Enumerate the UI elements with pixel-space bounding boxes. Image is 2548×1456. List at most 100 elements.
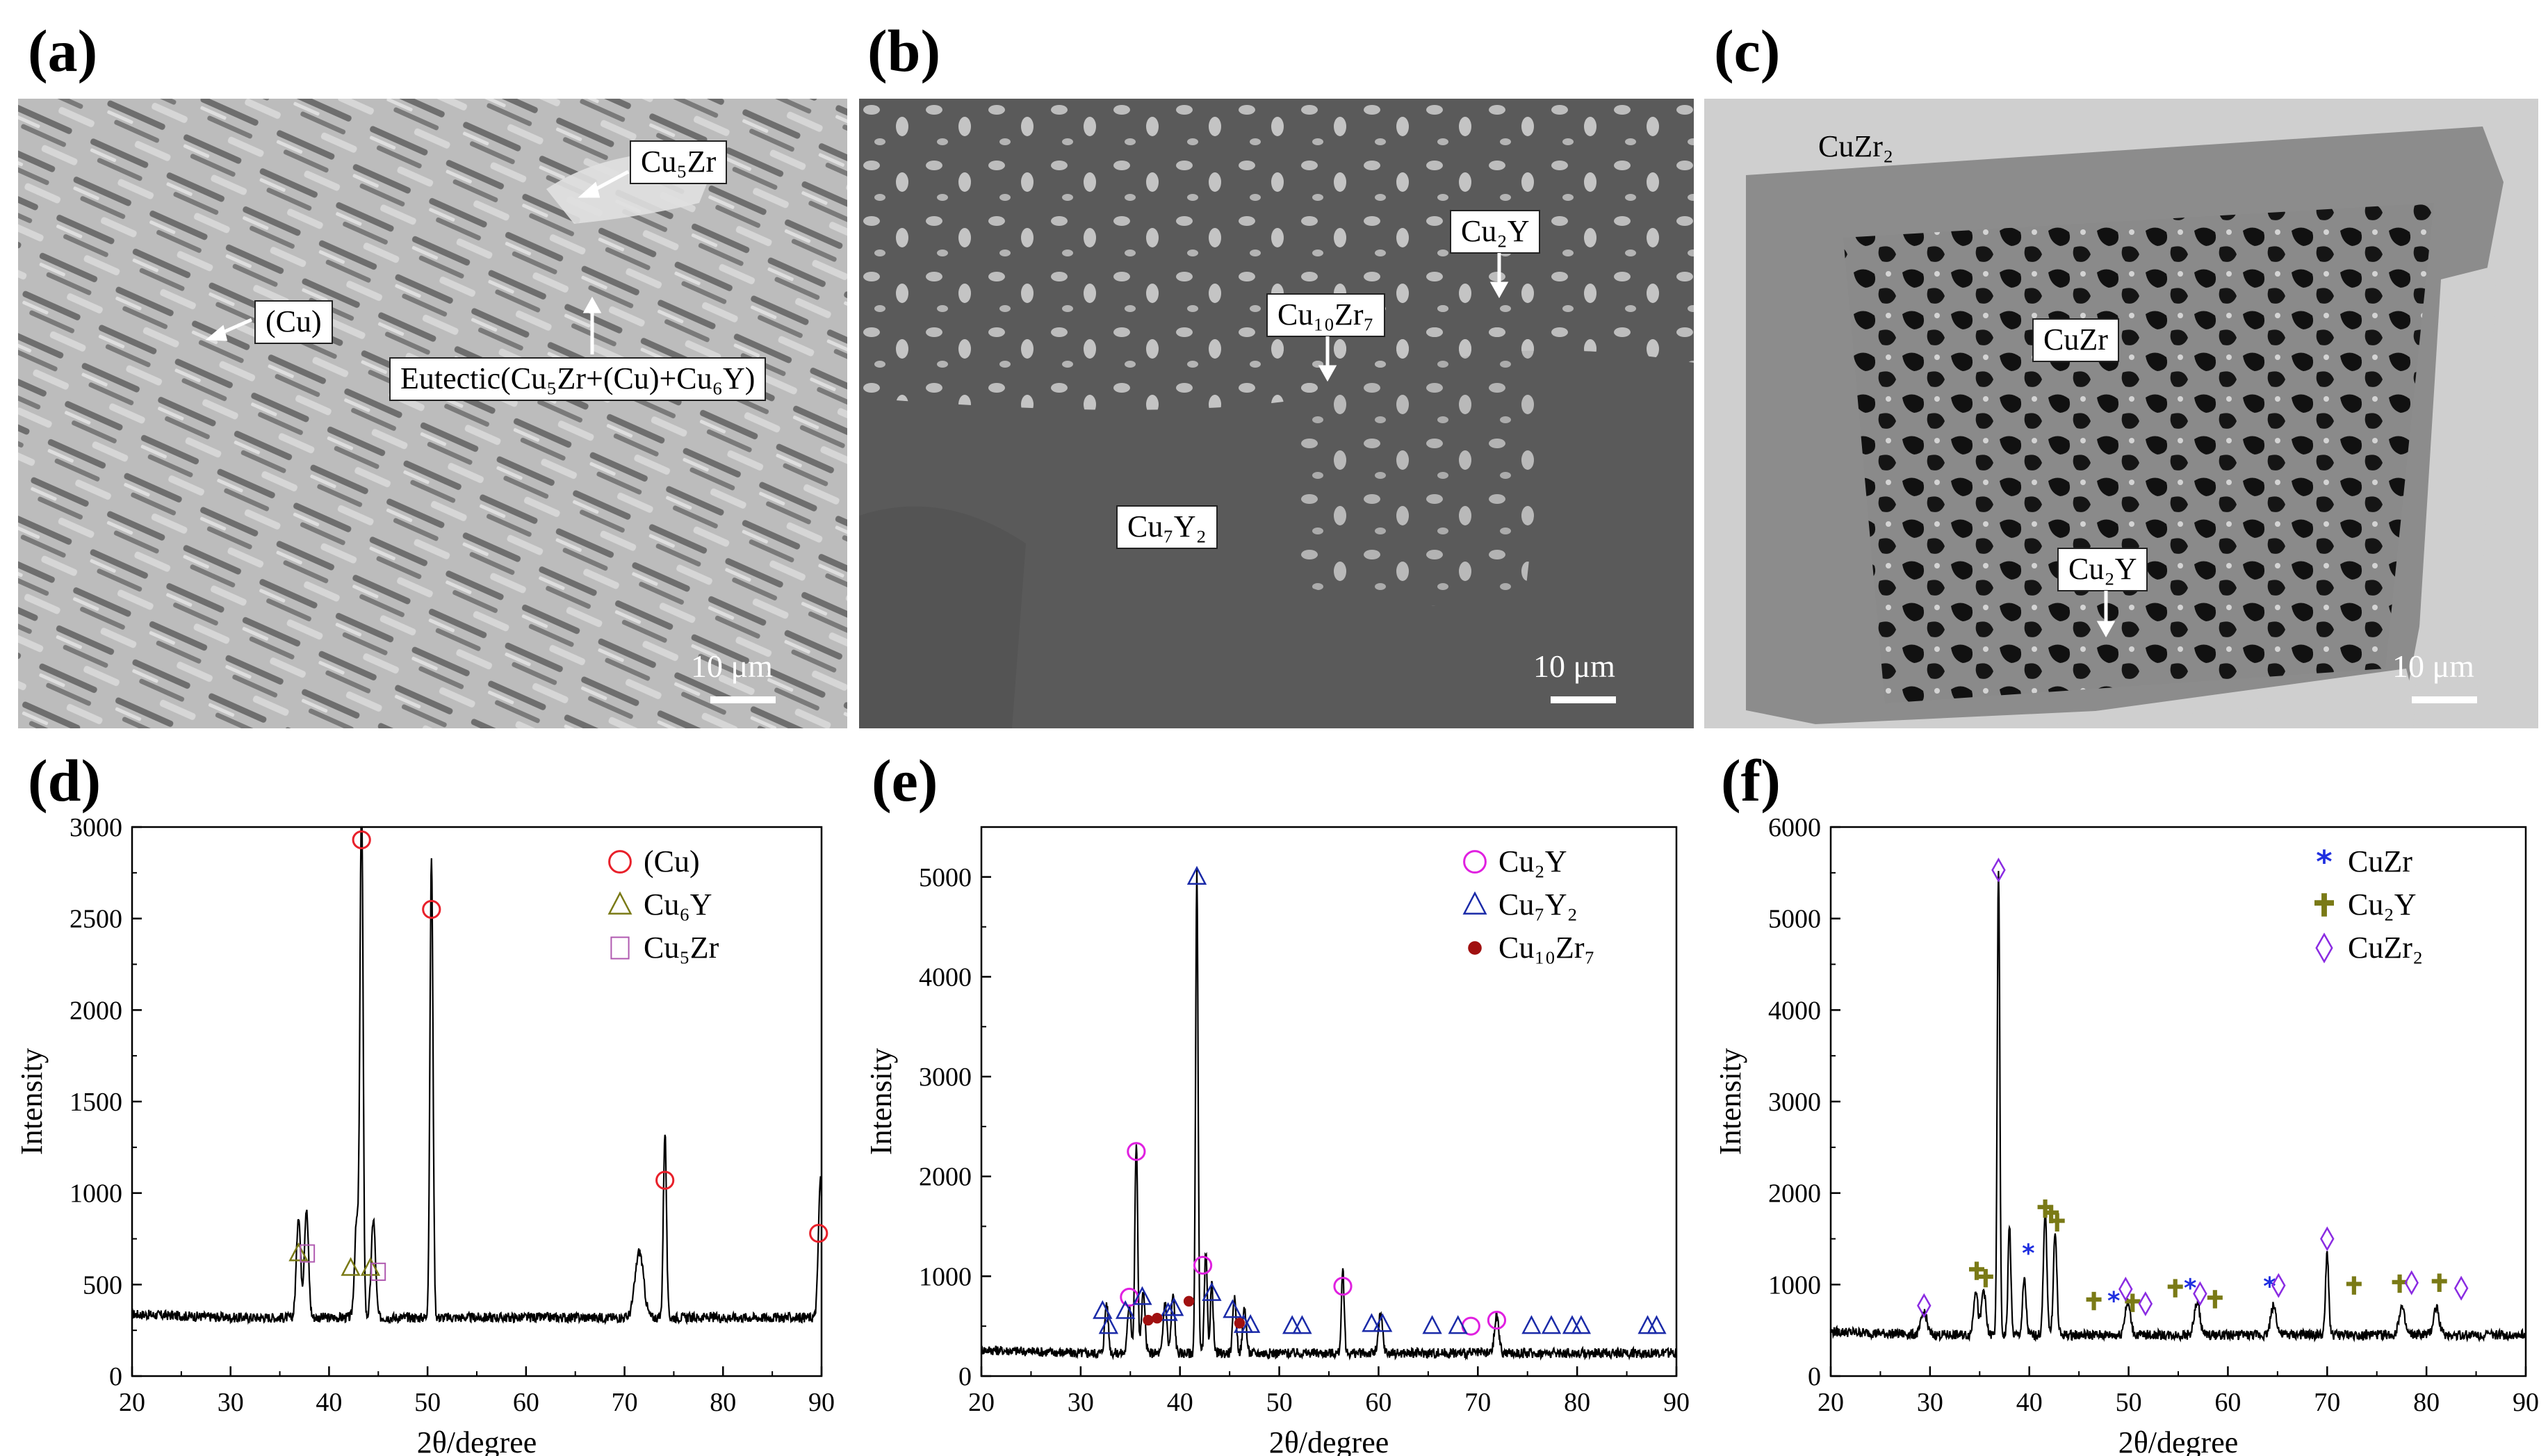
panel-label-e: (e) [872,747,938,814]
scale-bar-c [2412,696,2477,703]
peak-marker-diamond [2404,1270,2419,1295]
x-tick-label: 90 [1663,1388,1690,1417]
x-axis-label: 2θ/degree [417,1425,537,1456]
x-tick-label: 80 [2413,1388,2440,1417]
peak-marker-triangle [1362,1313,1382,1332]
y-tick-label: 1000 [70,1179,122,1209]
peak-marker-circle [422,899,441,919]
legend-marker-cross [2314,893,2334,917]
micrograph-b: Cu₂Y Cu₁₀Zr₇ Cu₇Y₂ 10 μm [859,99,1694,728]
peak-marker-cross [2049,1213,2065,1232]
x-tick-label: 50 [2116,1388,2142,1417]
x-tick-label: 90 [2513,1388,2539,1417]
peak-marker-triangle [341,1257,361,1276]
peak-marker-triangle [1093,1300,1113,1319]
peak-marker-circle [352,830,371,850]
y-tick-label: 5000 [1768,905,1821,934]
plot-frame [1829,826,2527,1377]
xrd-pattern-line [980,869,1678,1361]
y-tick-label: 5000 [919,863,972,892]
label-cu2y-c: Cu₂Y [2057,548,2148,591]
peak-marker-star: * [2263,1273,2276,1301]
peak-marker-circle [1487,1310,1507,1330]
legend-label: CuZr [2348,844,2412,878]
y-tick-label: 4000 [919,963,972,992]
x-tick-label: 60 [1365,1388,1391,1417]
xrd-chart-e: 20 30 40 50 60 70 80 90 0 1000 2000 3000 4000 5000 2θ/… [849,799,1699,1456]
peak-marker-cross [2207,1290,2223,1309]
y-tick-label: 4000 [1768,996,1821,1025]
y-tick-label: 0 [1808,1362,1821,1391]
peak-marker-diamond [1917,1293,1932,1318]
peak-marker-diamond [2138,1291,2153,1316]
xrd-chart-d-svg: 20 30 40 50 60 70 80 90 0 500 1000 1500 2000 2500 3000… [15,813,835,1456]
peak-marker-circle [1127,1142,1146,1161]
x-tick-label: 80 [710,1388,736,1417]
x-tick-label: 40 [1167,1388,1193,1417]
xrd-chart-f-svg: 20 30 40 50 60 70 80 90 0 1000 2000 3000 4000 5000 600… [1713,813,2539,1456]
peak-marker-triangle [1223,1299,1243,1318]
peak-marker-triangle [1240,1314,1261,1333]
label-cu5zr: Cu₅Zr [630,140,728,184]
peak-marker-square [370,1262,386,1281]
peak-marker-triangle [1132,1286,1152,1305]
peak-marker-triangle [1541,1315,1562,1334]
peak-marker-cross [2086,1291,2102,1311]
peak-marker-triangle [1571,1315,1592,1334]
x-tick-label: 70 [1464,1388,1491,1417]
y-tick-label: 3000 [70,813,122,842]
peak-marker-triangle [1202,1282,1222,1301]
peak-marker-diamond [2271,1273,2286,1298]
scale-label-c: 10 μm [2392,648,2474,684]
peak-marker-cross [2392,1274,2408,1293]
peak-marker-dot [1183,1295,1195,1307]
y-tick-label: 3000 [919,1063,972,1092]
peak-marker-triangle [1448,1315,1468,1334]
x-tick-label: 50 [1266,1388,1293,1417]
peak-marker-diamond [2193,1281,2207,1307]
legend-label: Cu₅Zr [644,931,719,965]
peak-marker-circle [1333,1277,1353,1296]
legend-label: Cu₂Y [2348,887,2416,922]
peak-marker-triangle [1115,1300,1136,1319]
legend-marker-star: * [2316,843,2332,880]
peak-marker-triangle [1098,1315,1119,1334]
peak-marker-star: * [2107,1287,2120,1316]
x-tick-label: 20 [119,1388,145,1417]
micrograph-a: Cu₅Zr (Cu) Eutectic(Cu₅Zr+(Cu)+Cu₆Y) 10 … [18,99,847,728]
x-tick-label: 30 [1917,1388,1943,1417]
scale-bar-b [1551,696,1616,703]
peak-marker-triangle [1647,1315,1667,1334]
y-tick-label: 500 [83,1270,122,1300]
x-tick-label: 90 [808,1388,835,1417]
y-axis-label: Intensity [15,1048,49,1155]
peak-marker-triangle [1292,1315,1312,1334]
x-axis-label: 2θ/degree [2118,1425,2239,1456]
y-axis-label: Intensity [1713,1048,1747,1155]
peak-marker-cross [2167,1279,2183,1298]
y-axis-label: Intensity [864,1048,898,1155]
y-tick-label: 1500 [70,1088,122,1117]
peak-marker-cross [1969,1261,1984,1280]
x-tick-label: 70 [612,1388,638,1417]
y-tick-label: 0 [958,1362,972,1391]
peak-marker-triangle [360,1257,381,1276]
peak-marker-triangle [288,1242,309,1261]
y-tick-label: 2000 [1768,1179,1821,1209]
peak-marker-square [300,1244,316,1263]
peak-marker-triangle [1282,1315,1302,1334]
panel-label-b: (b) [867,17,941,84]
panel-label-f: (f) [1721,747,1781,814]
peak-marker-cross [1977,1268,1993,1288]
legend-label: Cu₆Y [644,887,712,922]
y-tick-label: 2000 [70,996,122,1025]
x-axis-label: 2θ/degree [1269,1425,1389,1456]
micrograph-c-texture [1704,99,2538,728]
peak-marker-triangle [1158,1302,1178,1321]
peak-marker-dot [1234,1318,1246,1329]
x-tick-label: 40 [2016,1388,2043,1417]
peak-marker-star: * [2184,1275,2196,1303]
x-tick-label: 40 [316,1388,342,1417]
peak-marker-dot [1152,1312,1163,1324]
x-tick-label: 70 [2314,1388,2340,1417]
